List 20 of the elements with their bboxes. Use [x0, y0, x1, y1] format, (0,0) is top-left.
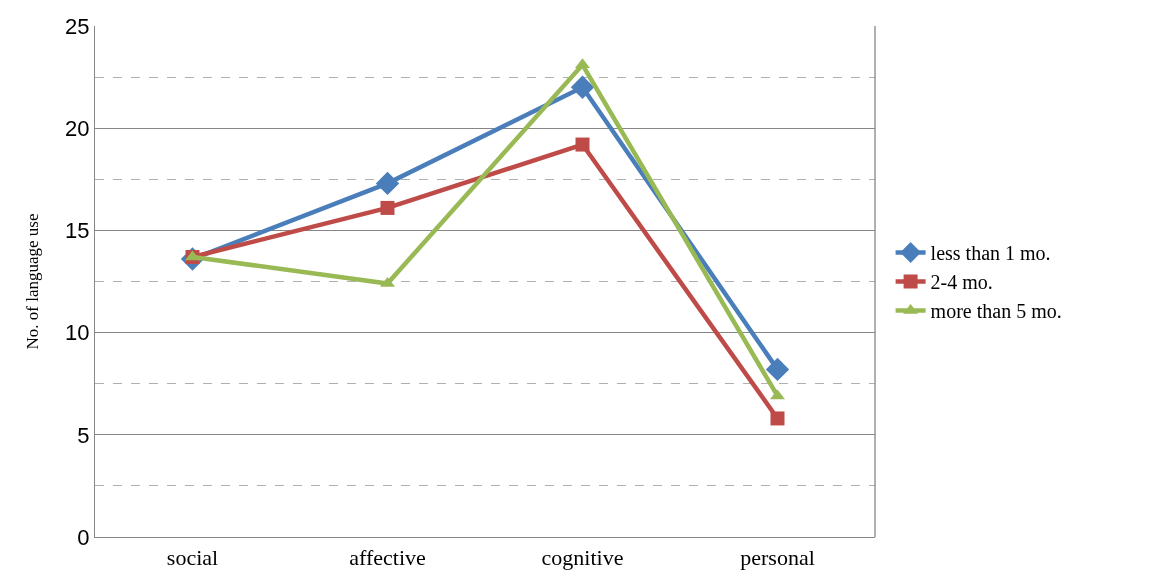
point: [770, 411, 785, 426]
y-tick-label: 25: [64, 13, 90, 39]
x-tick-label: personal: [740, 544, 815, 570]
y-tick-label: 15: [64, 218, 90, 244]
legend-label: less than 1 mo.: [930, 242, 1051, 265]
point: [575, 137, 590, 152]
point: [765, 357, 790, 382]
y-tick-label: 20: [64, 115, 90, 141]
point: [375, 171, 400, 196]
y-tick-label: 10: [64, 320, 90, 346]
legend-label: 2-4 mo.: [930, 271, 993, 294]
y-axis-title: No. of language use: [22, 213, 42, 350]
legend-label: more than 5 mo.: [930, 300, 1062, 323]
x-tick-label: social: [166, 544, 219, 570]
y-tick-label: 0: [77, 524, 90, 550]
y-tick-label: 5: [77, 422, 90, 448]
x-tick-label: affective: [349, 544, 426, 570]
x-tick-label: cognitive: [541, 544, 624, 570]
point: [570, 75, 595, 100]
point: [380, 200, 395, 215]
